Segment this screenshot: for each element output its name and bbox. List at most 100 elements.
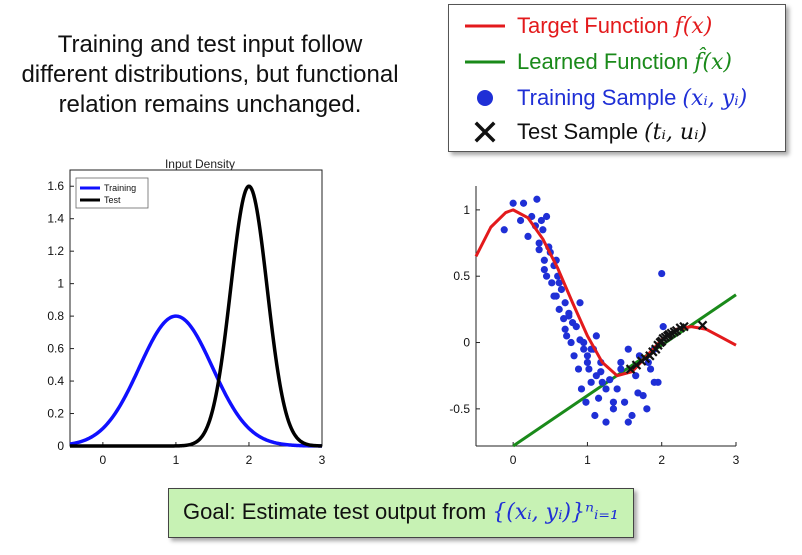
- training-point: [567, 338, 575, 347]
- training-point: [561, 299, 569, 307]
- legend-test-math: (tᵢ, uᵢ): [644, 120, 708, 145]
- training-point: [554, 272, 562, 280]
- training-point: [609, 405, 618, 413]
- training-point: [539, 226, 547, 234]
- density-legend-label: Training: [104, 183, 136, 193]
- training-point: [628, 411, 636, 420]
- legend-row-target: Target Function f(x): [449, 9, 785, 43]
- goal-box: Goal: Estimate test output from {(xᵢ, yᵢ)…: [168, 488, 634, 538]
- test-point: [631, 360, 642, 370]
- fit-x-tick-label: 1: [584, 453, 591, 467]
- training-point: [542, 212, 551, 221]
- training-point: [624, 418, 632, 426]
- y-tick-label: 1: [57, 277, 64, 291]
- training-point: [577, 385, 586, 393]
- fit-x-tick-label: 0: [510, 453, 517, 467]
- training-point: [591, 411, 599, 420]
- training-point: [589, 345, 597, 353]
- training-point: [565, 312, 573, 320]
- legend-learned-math: f̂(x): [694, 50, 732, 75]
- test-point: [675, 323, 686, 333]
- training-point: [582, 398, 590, 406]
- y-tick-label: 0.8: [47, 309, 64, 323]
- test-point: [660, 332, 671, 343]
- training-point: [609, 398, 618, 406]
- training-point: [550, 261, 558, 270]
- training-point: [620, 398, 629, 406]
- training-point: [643, 405, 651, 413]
- training-point: [639, 391, 647, 400]
- training-point: [548, 279, 556, 287]
- legend-row-training: Training Sample (xᵢ, yᵢ): [449, 81, 785, 115]
- training-point: [531, 222, 540, 230]
- training-point: [552, 292, 560, 300]
- legend-training-label: Training Sample (xᵢ, yᵢ): [517, 85, 748, 111]
- test-point: [658, 333, 668, 344]
- training-point: [542, 272, 551, 280]
- training-point: [509, 199, 517, 207]
- training-point: [654, 378, 662, 386]
- training-point: [594, 394, 603, 402]
- green-line-icon: [465, 60, 505, 64]
- training-point: [606, 376, 614, 384]
- y-tick-label: 1.6: [47, 179, 64, 193]
- black-x-icon: [474, 121, 496, 143]
- y-tick-label: 1.4: [47, 212, 64, 226]
- training-point: [598, 378, 606, 386]
- intro-line-2: different distributions, but functional: [21, 61, 399, 88]
- training-point: [546, 248, 554, 256]
- density-line-test: [70, 184, 323, 448]
- test-point: [645, 351, 655, 361]
- training-point: [533, 195, 541, 203]
- test-point: [640, 353, 651, 364]
- legend-target-label: Target Function f(x): [517, 13, 713, 39]
- training-point: [587, 378, 595, 386]
- intro-text: Training and test input follow different…: [0, 30, 420, 120]
- training-point: [658, 269, 666, 278]
- legend-row-test: Test Sample (tᵢ, uᵢ): [449, 115, 785, 149]
- density-legend-box: [75, 177, 149, 209]
- legend-target-math: f(x): [674, 14, 713, 39]
- intro-line-1: Training and test input follow: [57, 31, 363, 58]
- density-plot-frame: [69, 169, 323, 447]
- test-point: [653, 340, 663, 350]
- legend-row-learned: Learned Function f̂(x): [449, 45, 785, 79]
- training-point: [587, 345, 595, 353]
- training-point: [524, 232, 532, 241]
- training-point: [613, 385, 621, 393]
- training-point: [550, 292, 558, 300]
- training-point: [634, 389, 642, 397]
- training-point: [650, 345, 658, 353]
- fit-y-tick-label: 0: [463, 336, 470, 350]
- fit-x-tick-label: 3: [733, 453, 740, 467]
- density-legend-label: Test: [104, 195, 121, 205]
- legend-box: Target Function f(x) Learned Function f̂(x…: [448, 4, 786, 152]
- training-point: [583, 358, 592, 367]
- training-point: [617, 358, 625, 367]
- y-tick-label: 0.2: [47, 407, 64, 421]
- test-point: [669, 327, 680, 337]
- training-point: [583, 352, 592, 360]
- fit-y-tick-label: 1: [463, 203, 470, 217]
- learned-function-line: [512, 293, 737, 448]
- training-point: [650, 378, 658, 386]
- training-point: [540, 265, 548, 274]
- x-tick-label: 1: [173, 453, 180, 467]
- blue-dot-icon: [477, 90, 493, 106]
- training-point: [528, 212, 536, 221]
- training-point: [535, 239, 543, 247]
- test-point: [648, 347, 658, 357]
- training-point: [585, 365, 593, 373]
- test-point: [679, 321, 689, 332]
- training-point: [624, 345, 632, 353]
- training-point: [617, 365, 625, 373]
- x-tick-label: 3: [319, 453, 326, 467]
- test-point: [697, 320, 708, 331]
- training-point: [592, 372, 600, 380]
- test-point: [671, 325, 682, 336]
- fit-y-tick-label: 0.5: [453, 269, 470, 283]
- training-point: [646, 365, 655, 373]
- target-function-curve: [474, 208, 737, 378]
- training-point: [555, 279, 563, 287]
- y-tick-label: 0: [57, 439, 64, 453]
